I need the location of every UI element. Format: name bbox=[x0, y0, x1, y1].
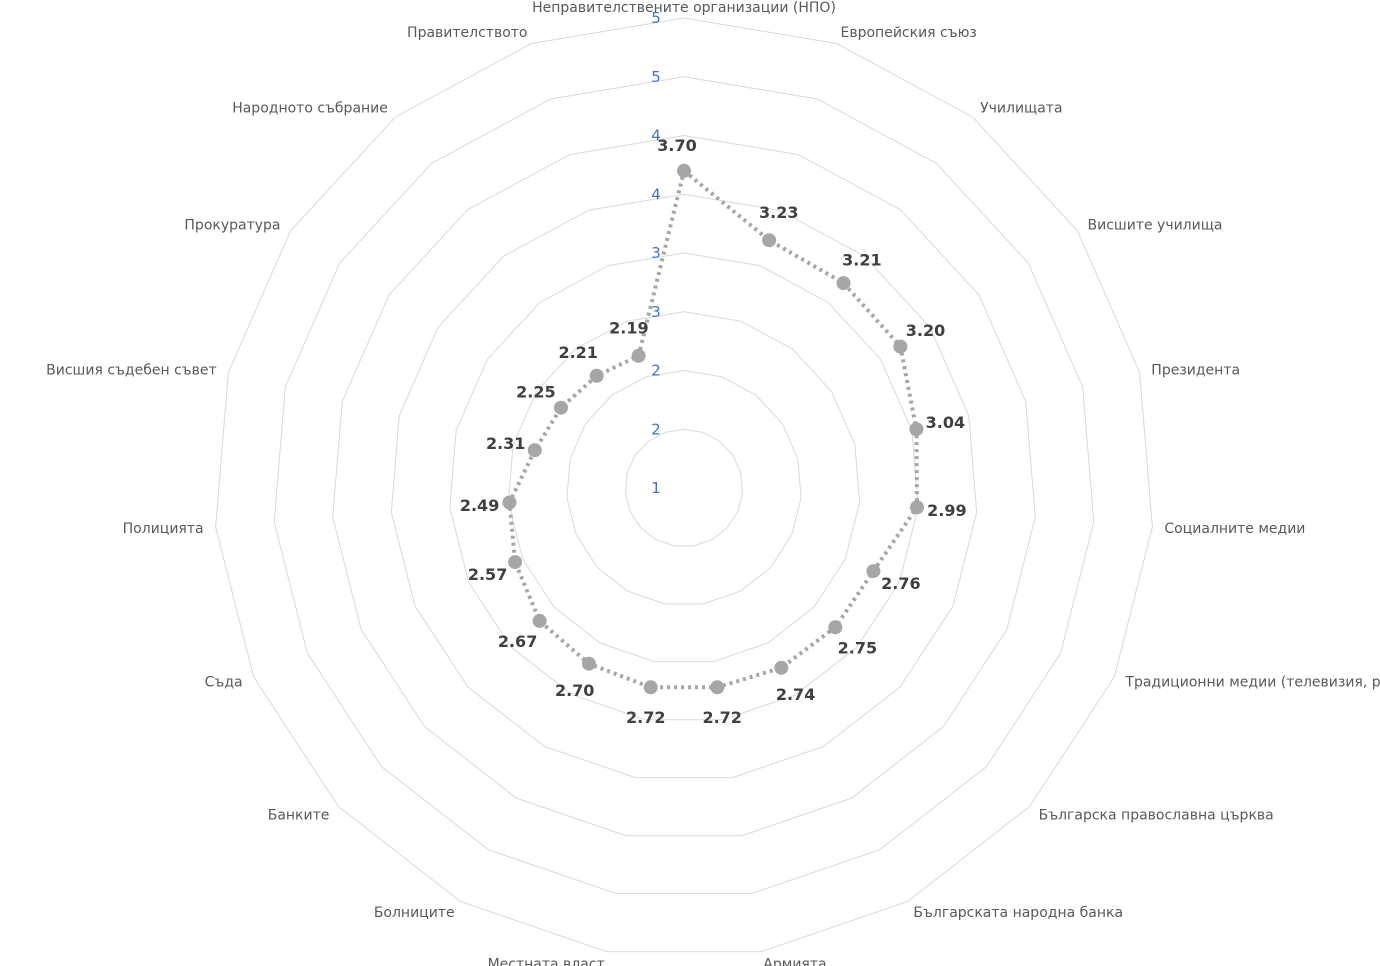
data-label-5: 2.99 bbox=[927, 501, 966, 520]
category-label-3: Висшите училища bbox=[1088, 217, 1223, 233]
grid-ring-6 bbox=[332, 134, 1036, 837]
data-point-8 bbox=[774, 660, 789, 675]
data-label-6: 2.76 bbox=[881, 574, 920, 593]
data-label-10: 2.72 bbox=[626, 708, 665, 727]
category-label-13: Съда bbox=[205, 675, 243, 691]
category-label-6: Традиционни медии (телевизия, радио, вес… bbox=[1124, 675, 1380, 691]
tick-label: 2 bbox=[651, 420, 661, 438]
data-point-7 bbox=[828, 620, 843, 635]
category-label-2: Училищата bbox=[980, 101, 1062, 117]
category-label-8: Българската народна банка bbox=[913, 905, 1123, 921]
data-point-0 bbox=[677, 163, 691, 178]
grid-ring-4 bbox=[449, 252, 919, 721]
data-point-13 bbox=[508, 555, 523, 570]
grid-ring-7 bbox=[273, 76, 1095, 895]
tick-label: 3 bbox=[651, 303, 661, 321]
data-point-10 bbox=[643, 680, 658, 695]
tick-label: 5 bbox=[651, 9, 661, 27]
data-point-2 bbox=[836, 276, 851, 291]
data-point-5 bbox=[910, 500, 924, 515]
data-point-11 bbox=[581, 656, 596, 671]
category-label-11: Болниците bbox=[374, 905, 455, 921]
data-label-7: 2.75 bbox=[838, 639, 877, 658]
data-label-8: 2.74 bbox=[776, 685, 815, 704]
data-label-2: 3.21 bbox=[842, 250, 881, 269]
data-label-15: 2.31 bbox=[486, 434, 525, 453]
data-point-9 bbox=[710, 680, 725, 695]
series-line bbox=[507, 167, 920, 690]
tick-label: 4 bbox=[651, 127, 661, 145]
category-label-15: Висшия съдебен съвет bbox=[46, 363, 217, 379]
data-point-17 bbox=[589, 368, 604, 383]
category-label-10: Местната власт bbox=[488, 956, 605, 966]
category-label-16: Прокуратура bbox=[184, 217, 280, 233]
category-label-5: Социалните медии bbox=[1164, 521, 1305, 537]
tick-label: 2 bbox=[651, 362, 661, 380]
data-point-14 bbox=[502, 495, 517, 510]
data-label-4: 3.04 bbox=[926, 413, 965, 432]
data-point-15 bbox=[527, 443, 542, 458]
data-label-17: 2.21 bbox=[558, 343, 597, 362]
grid-ring-1 bbox=[624, 428, 744, 547]
radial-axis-ticks: 1 2 2 3 3 4 4 5 5 bbox=[651, 9, 661, 497]
data-label-14: 2.49 bbox=[460, 496, 499, 515]
category-label-14: Полицията bbox=[123, 521, 204, 537]
data-label-13: 2.57 bbox=[468, 565, 507, 584]
data-point-18 bbox=[631, 348, 646, 363]
category-label-4: Президента bbox=[1151, 363, 1240, 379]
tick-label: 5 bbox=[651, 68, 661, 86]
tick-label: 4 bbox=[651, 185, 661, 203]
category-label-18: Правителството bbox=[407, 25, 527, 41]
tick-label: 1 bbox=[651, 479, 661, 497]
grid-ring-8 bbox=[215, 17, 1153, 953]
data-label-9: 2.72 bbox=[702, 708, 741, 727]
category-label-0: Неправителствените организации (НПО) bbox=[532, 0, 836, 16]
data-point-16 bbox=[554, 400, 568, 415]
tick-label: 3 bbox=[651, 244, 661, 262]
data-point-6 bbox=[866, 564, 881, 579]
data-label-0: 3.70 bbox=[657, 136, 696, 155]
data-point-1 bbox=[762, 233, 777, 248]
category-label-12: Банките bbox=[268, 807, 330, 823]
data-label-16: 2.25 bbox=[516, 382, 555, 401]
data-point-12 bbox=[532, 613, 547, 628]
data-label-18: 2.19 bbox=[609, 318, 648, 337]
data-point-3 bbox=[893, 339, 908, 354]
data-point-4 bbox=[909, 422, 924, 437]
data-labels: 3.70 3.23 3.21 3.20 3.04 2.99 2.76 2.75 2.74 2.72… bbox=[460, 136, 967, 727]
data-label-1: 3.23 bbox=[759, 203, 798, 222]
category-labels: Неправителствените организации (НПО) Евро… bbox=[46, 0, 1380, 966]
grid-ring-2 bbox=[566, 369, 802, 605]
grid-ring-5 bbox=[390, 193, 978, 779]
trust-series bbox=[502, 163, 924, 695]
radar-grid bbox=[215, 17, 1153, 953]
data-label-12: 2.67 bbox=[498, 632, 537, 651]
data-label-3: 3.20 bbox=[906, 321, 945, 340]
data-label-11: 2.70 bbox=[555, 681, 594, 700]
category-label-7: Българска православна църква bbox=[1039, 807, 1274, 823]
category-label-17: Народното събрание bbox=[232, 101, 388, 117]
grid-ring-3 bbox=[507, 311, 861, 663]
category-label-9: Армията bbox=[763, 956, 826, 966]
category-label-1: Европейския съюз bbox=[841, 25, 977, 41]
